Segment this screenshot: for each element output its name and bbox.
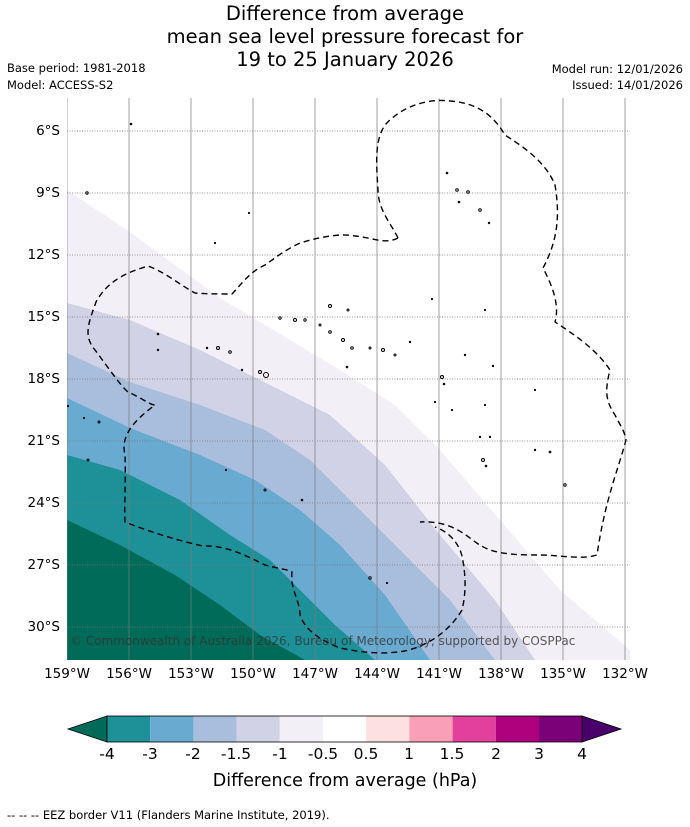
colorbar-swatch-3: [193, 716, 237, 742]
colorbar-tick-11: 4: [577, 745, 587, 763]
base-period: Base period: 1981-2018: [7, 61, 146, 75]
colorbar-label: Difference from average (hPa): [212, 771, 478, 791]
model-run: Model run: 12/01/2026: [551, 62, 683, 76]
lat-label-12s: 12°S: [27, 247, 61, 263]
colorbar-tick-9: 2: [491, 745, 501, 763]
lon-label-150w: 150°W: [230, 666, 276, 682]
colorbar-swatch-10: [495, 716, 539, 742]
lon-label-159w: 159°W: [44, 666, 90, 682]
lon-label-156w: 156°W: [106, 666, 152, 682]
colorbar-tick-2: -2: [185, 745, 201, 763]
colorbar-swatch-9: [452, 716, 496, 742]
colorbar-swatch-0: [66, 715, 108, 743]
colorbar-swatch-4: [236, 716, 280, 742]
colorbar-tick-3: -1.5: [220, 745, 252, 763]
lat-label-24s: 24°S: [27, 495, 61, 511]
colorbar-swatch-1: [107, 716, 151, 742]
colorbar-swatch-12: [581, 715, 623, 743]
lat-label-30s: 30°S: [27, 619, 61, 635]
colorbar: [66, 715, 623, 743]
lat-label-27s: 27°S: [27, 557, 61, 573]
lon-label-135w: 135°W: [540, 666, 586, 682]
lat-label-15s: 15°S: [27, 309, 61, 325]
meridians: [67, 98, 626, 660]
colorbar-tick-7: 1: [404, 745, 414, 763]
eez-border-west: [87, 234, 466, 654]
colorbar-swatch-11: [539, 716, 583, 742]
colorbar-swatch-8: [409, 716, 453, 742]
lon-label-138w: 138°W: [478, 666, 524, 682]
lon-label-132w: 132°W: [602, 666, 648, 682]
colorbar-tick-0: -4: [99, 745, 115, 763]
lat-label-21s: 21°S: [27, 433, 61, 449]
eez-border-east: [376, 99, 627, 558]
lon-label-141w: 141°W: [416, 666, 462, 682]
lat-label-18s: 18°S: [27, 371, 61, 387]
colorbar-tick-6: 0.5: [353, 745, 379, 763]
colorbar-swatch-7: [366, 716, 410, 742]
colorbar-tick-10: 3: [534, 745, 544, 763]
colorbar-tick-5: -0.5: [307, 745, 339, 763]
lon-label-147w: 147°W: [292, 666, 338, 682]
model-name: Model: ACCESS-S2: [7, 78, 114, 92]
colorbar-swatch-5: [279, 716, 323, 742]
title-line-2: mean sea level pressure forecast for: [166, 25, 524, 48]
colorbar-tick-1: -3: [142, 745, 158, 763]
islands: [67, 122, 567, 585]
lon-label-153w: 153°W: [168, 666, 214, 682]
issued-date: Issued: 14/01/2026: [572, 78, 683, 92]
colorbar-swatch-6: [323, 716, 367, 742]
copyright-notice: © Commonwealth of Australia 2026, Bureau…: [70, 634, 575, 648]
colorbar-tick-4: -1: [272, 745, 288, 763]
colorbar-swatch-2: [150, 716, 194, 742]
lat-label-6s: 6°S: [36, 123, 60, 139]
eez-legend-note: -- -- -- EEZ border V11 (Flanders Marine…: [7, 808, 330, 822]
lon-label-144w: 144°W: [354, 666, 400, 682]
colorbar-tick-8: 1.5: [439, 745, 465, 763]
lat-label-9s: 9°S: [36, 185, 60, 201]
anomaly-band-minus-4: [67, 520, 305, 660]
title-line-1: Difference from average: [225, 2, 465, 25]
title-line-3: 19 to 25 January 2026: [236, 48, 454, 71]
